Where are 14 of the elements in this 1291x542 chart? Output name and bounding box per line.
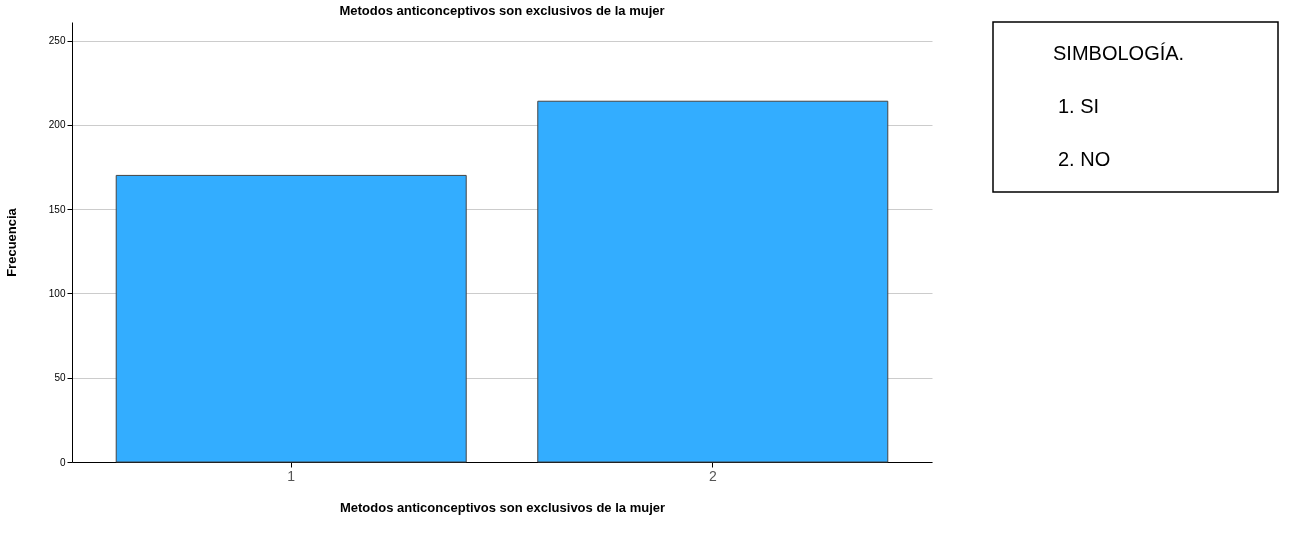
y-tick-label: 250: [48, 35, 66, 47]
y-axis-title: Frecuencia: [3, 207, 19, 277]
y-tick-label: 0: [59, 456, 66, 468]
y-tick-label: 100: [48, 287, 66, 299]
x-tick-label: 2: [708, 467, 717, 484]
y-tick-label: 50: [54, 372, 66, 384]
text: 1. SI: [1058, 95, 1100, 117]
x-axis-title: Metodos anticonceptivos son exclusivos de la mujer: [339, 499, 666, 515]
text: SIMBOLOGÍA.: [1053, 41, 1185, 64]
y-tick-label: 200: [48, 119, 66, 131]
x-tick-label: 1: [287, 467, 296, 484]
text: 2. NO: [1058, 148, 1111, 171]
chart-title: Metodos anticonceptivos son exclusivos de la mujer: [339, 3, 665, 18]
y-tick-label: 150: [48, 203, 66, 215]
